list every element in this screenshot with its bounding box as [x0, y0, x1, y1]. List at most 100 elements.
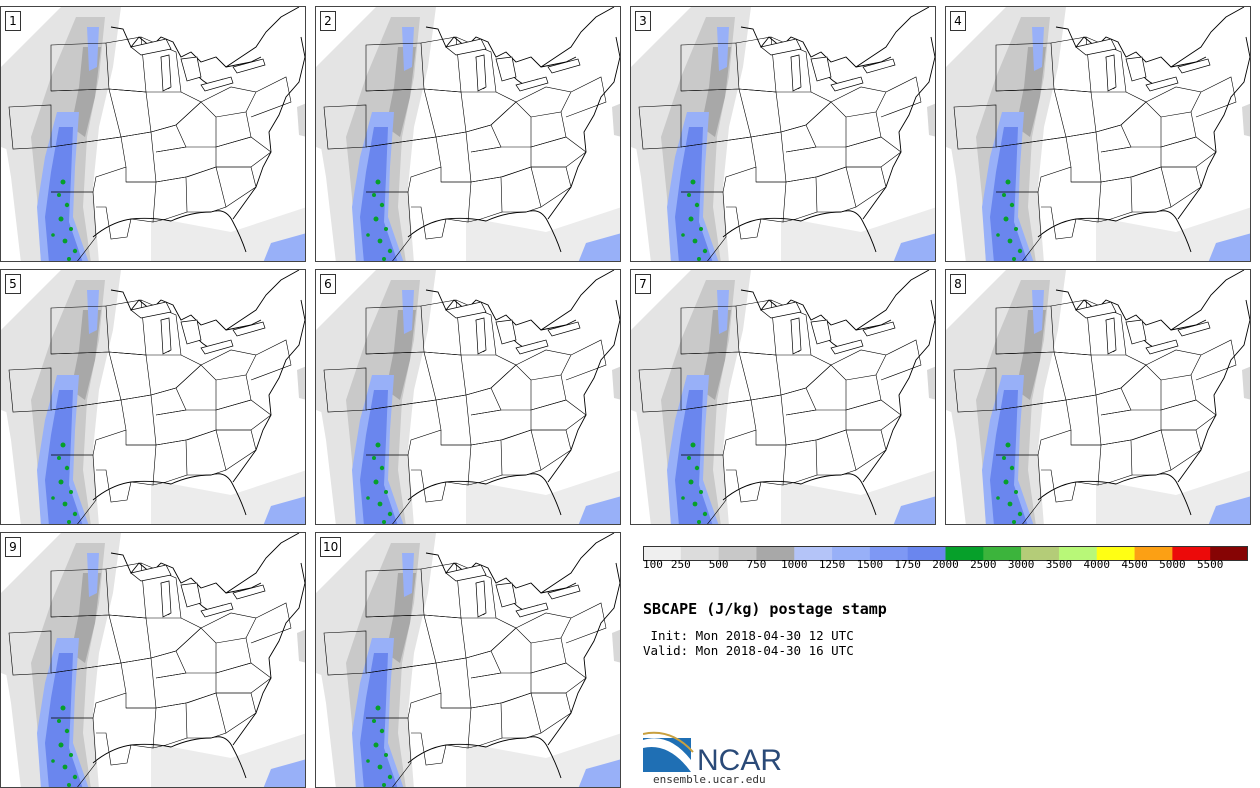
coastlines: [407, 533, 620, 779]
great-lakes: [760, 301, 896, 355]
state-borders: [638, 36, 922, 261]
colorbar-segment: [869, 546, 908, 561]
map-panel: 4: [945, 6, 1251, 262]
coastlines: [407, 270, 620, 516]
colorbar-tick-label: 5000: [1159, 558, 1186, 571]
colorbar-segment: [983, 546, 1022, 561]
great-lakes: [1075, 38, 1211, 92]
map-panel: 1: [0, 6, 306, 262]
logo-arc: [643, 731, 694, 753]
cape-high-cells: [366, 705, 393, 787]
coastlines: [92, 533, 305, 779]
panel-number: 8: [950, 274, 966, 294]
coastlines: [1037, 270, 1250, 516]
coastlines: [92, 7, 305, 253]
colorbar-tick-label: 3000: [1007, 558, 1035, 571]
map-panel: 6: [315, 269, 621, 525]
state-borders: [8, 36, 292, 261]
valid-time: Valid: Mon 2018-04-30 16 UTC: [643, 643, 854, 658]
coastlines: [1037, 7, 1250, 253]
map-panel: 2: [315, 6, 621, 262]
colorbar-tick-label: 1500: [856, 558, 884, 571]
colorbar-segment: [1172, 546, 1211, 561]
state-borders: [8, 299, 292, 524]
colorbar-segment: [794, 546, 833, 561]
colorbar-segment: [680, 546, 719, 561]
cape-shading: [1, 533, 305, 787]
cape-shading: [631, 270, 935, 524]
panel-number: 6: [320, 274, 336, 294]
coastlines: [407, 7, 620, 253]
map-panel: 5: [0, 269, 306, 525]
panel-number: 1: [5, 11, 21, 31]
colorbar-tick-label: 4500: [1121, 558, 1148, 571]
chart-title: SBCAPE (J/kg) postage stamp: [643, 600, 887, 618]
cape-high-cells: [681, 179, 708, 261]
great-lakes: [445, 38, 581, 92]
cape-map: [1, 533, 305, 787]
cape-high-cells: [996, 442, 1023, 524]
cape-map: [631, 7, 935, 261]
great-lakes: [1075, 301, 1211, 355]
colorbar-tick-label: 1000: [781, 558, 808, 571]
ncar-logo: NCAR: [643, 731, 782, 776]
colorbar-segment: [1021, 546, 1060, 561]
cape-map: [1, 270, 305, 524]
colorbar-tick-label: 100: [643, 558, 663, 571]
cape-shading: [316, 7, 620, 261]
state-borders: [323, 562, 607, 787]
cape-shading: [1, 7, 305, 261]
cape-map: [1, 7, 305, 261]
cape-map: [946, 7, 1250, 261]
logo-url: ensemble.ucar.edu: [653, 773, 766, 786]
colorbar-tick-label: 2000: [932, 558, 959, 571]
cape-shading: [1, 270, 305, 524]
colorbar-segment: [832, 546, 871, 561]
panel-number: 2: [320, 11, 336, 31]
cape-shading: [946, 7, 1250, 261]
map-panel: 3: [630, 6, 936, 262]
panel-number: 10: [320, 537, 342, 557]
panel-number: 5: [5, 274, 21, 294]
coastlines: [722, 7, 935, 253]
colorbar-segment: [945, 546, 984, 561]
colorbar-tick-label: 750: [746, 558, 767, 571]
cape-map: [316, 533, 620, 787]
cape-shading: [316, 533, 620, 787]
great-lakes: [445, 564, 581, 618]
panel-number: 9: [5, 537, 21, 557]
colorbar-segment: [1134, 546, 1173, 561]
colorbar-segment: [1210, 546, 1248, 561]
colorbar-segment: [643, 546, 682, 561]
colorbar-segment: [907, 546, 946, 561]
colorbar: [643, 546, 1248, 561]
state-borders: [323, 299, 607, 524]
cape-shading: [316, 270, 620, 524]
great-lakes: [130, 301, 266, 355]
init-time: Init: Mon 2018-04-30 12 UTC: [643, 628, 854, 643]
colorbar-tick-label: 500: [708, 558, 729, 571]
great-lakes: [130, 564, 266, 618]
cape-map: [946, 270, 1250, 524]
panel-number: 4: [950, 11, 966, 31]
logo-wordmark: NCAR: [697, 744, 782, 776]
colorbar-ticks: 100 250 500 750 1000 1250 1500 1750 2000 2500 3000…: [643, 558, 1248, 574]
cape-shading: [946, 270, 1250, 524]
colorbar-tick-label: 2500: [970, 558, 997, 571]
colorbar-tick-label: 1250: [818, 558, 846, 571]
state-borders: [638, 299, 922, 524]
coastlines: [92, 270, 305, 516]
great-lakes: [760, 38, 896, 92]
colorbar-tick-label: 3500: [1045, 558, 1073, 571]
map-panel: 7: [630, 269, 936, 525]
colorbar-segment: [1058, 546, 1098, 561]
cape-map: [316, 270, 620, 524]
colorbar-tick-label: 1750: [894, 558, 921, 571]
cape-high-cells: [51, 442, 78, 524]
cape-high-cells: [681, 442, 708, 524]
cape-high-cells: [366, 442, 393, 524]
cape-high-cells: [51, 705, 78, 787]
colorbar-tick-label: 5500: [1196, 558, 1224, 571]
colorbar-segment: [756, 546, 795, 561]
map-panel: 8: [945, 269, 1251, 525]
